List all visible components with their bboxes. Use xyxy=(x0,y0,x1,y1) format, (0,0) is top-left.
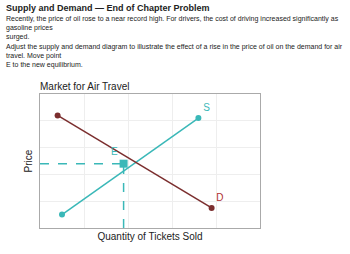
svg-text:Price: Price xyxy=(23,149,34,172)
svg-text:Market for Air Travel: Market for Air Travel xyxy=(40,81,129,92)
html-text:Recently, the price of oil ros: Recently, the price of oil rose to a nea… xyxy=(6,15,339,40)
html-text:Adjust the supply and demand d: Adjust the supply and demand diagram to … xyxy=(6,43,343,68)
html-text:Supply and Demand — End of Cha: Supply and Demand — End of Chapter Probl… xyxy=(6,3,210,13)
svg-text:S: S xyxy=(203,101,210,112)
svg-text:E: E xyxy=(111,146,118,157)
svg-text:Quantity of Tickets Sold: Quantity of Tickets Sold xyxy=(97,230,202,241)
svg-text:D: D xyxy=(216,191,223,202)
